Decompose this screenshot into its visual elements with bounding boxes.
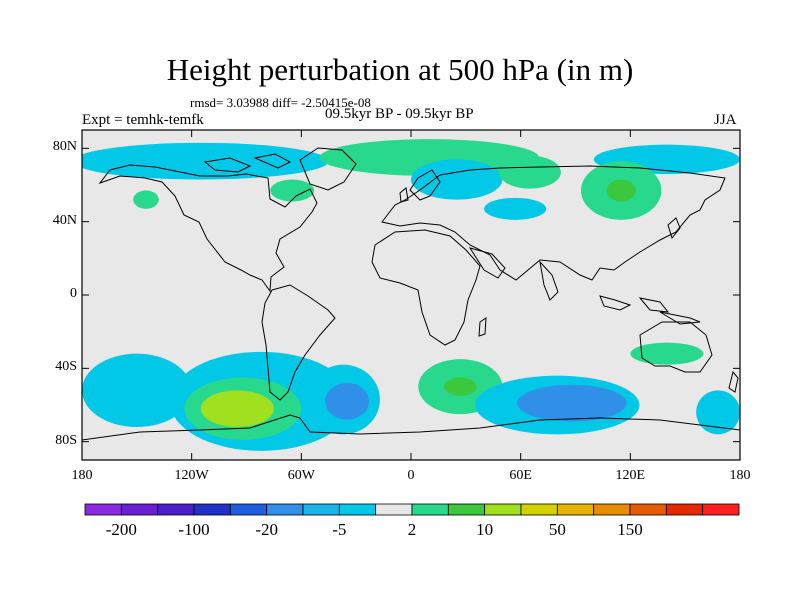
- colorbar-swatch-4: [229, 503, 268, 516]
- lon-tick-label: 60E: [509, 468, 532, 483]
- colorbar-swatch-15: [629, 503, 667, 516]
- coastline-madagascar: [478, 317, 487, 337]
- coastline-japan: [667, 217, 681, 240]
- field-contour-21: [630, 342, 704, 365]
- lon-tick-label: 120E: [615, 468, 646, 483]
- coastline-antarctica: [82, 414, 740, 441]
- lon-tick-label: 180: [71, 468, 93, 483]
- colorbar: [84, 503, 740, 516]
- coastline-arabia-india: [468, 247, 559, 301]
- coastline-new-zealand: [728, 370, 739, 393]
- colorbar-swatch-7: [338, 503, 377, 516]
- experiment-label: Expt = temhk-temfk: [82, 112, 204, 128]
- lat-tick-label: 40S: [55, 359, 77, 375]
- field-contour-20: [696, 390, 740, 435]
- field-contour-15: [325, 383, 369, 420]
- colorbar-swatch-5: [266, 503, 304, 516]
- coastline-south-america: [261, 284, 336, 401]
- colorbar-swatch-9: [411, 503, 449, 516]
- colorbar-swatch-17: [702, 503, 740, 516]
- coastline-scandinavia: [409, 169, 441, 201]
- field-contour-5: [484, 197, 547, 220]
- colorbar-swatch-12: [520, 503, 558, 516]
- lat-tick-label: 0: [70, 286, 77, 301]
- coastline-greenland: [299, 147, 357, 191]
- height-perturbation-field: [82, 139, 740, 451]
- colorbar-swatch-10: [447, 503, 486, 516]
- colorbar-label: -100: [178, 520, 210, 539]
- coastlines: [82, 147, 740, 441]
- field-contour-0: [82, 142, 329, 180]
- field-contour-8: [133, 190, 159, 209]
- colorbar-swatch-3: [193, 503, 231, 516]
- plot-title: Height perturbation at 500 hPa (in m): [166, 52, 634, 87]
- lat-tick-label: 40N: [52, 212, 77, 228]
- colorbar-label: -20: [255, 520, 278, 539]
- lon-tick-label: 0: [407, 468, 415, 483]
- colorbar-label: 150: [617, 520, 643, 539]
- coastline-indonesia: [599, 295, 701, 325]
- colorbar-swatch-16: [665, 503, 704, 516]
- colorbar-swatch-0: [84, 503, 122, 516]
- lon-tick-label: 60W: [287, 468, 315, 483]
- field-contour-4: [498, 155, 561, 189]
- lat-tick-label: 80N: [52, 139, 77, 155]
- field-contour-17: [443, 377, 477, 396]
- lat-tick-label: 80S: [55, 432, 77, 448]
- season-label: JJA: [714, 112, 737, 128]
- field-contour-9: [270, 179, 315, 202]
- colorbar-swatch-11: [484, 503, 522, 516]
- lon-tick-label: 120W: [174, 468, 209, 483]
- colorbar-label: 2: [407, 520, 417, 539]
- coastline-arctic-islands: [203, 153, 292, 173]
- lon-tick-label: 180: [729, 468, 751, 483]
- colorbar-label: -200: [105, 520, 137, 539]
- period-label: 09.5kyr BP - 09.5kyr BP: [325, 106, 474, 122]
- colorbar-swatch-2: [157, 503, 195, 516]
- coastline-british-isles: [399, 187, 409, 203]
- colorbar-swatch-13: [556, 503, 595, 516]
- colorbar-swatch-6: [302, 503, 340, 516]
- colorbar-swatch-1: [120, 503, 159, 516]
- field-contour-7: [606, 179, 636, 202]
- colorbar-swatch-14: [593, 503, 631, 516]
- coastline-eurasia: [381, 165, 726, 281]
- field-contour-13: [200, 390, 274, 427]
- coastline-africa: [371, 229, 481, 346]
- coastline-australia: [639, 321, 713, 373]
- colorbar-label: 50: [548, 520, 566, 539]
- field-contour-10: [82, 353, 192, 428]
- colorbar-label: -5: [332, 520, 347, 539]
- field-contour-19: [517, 384, 627, 422]
- colorbar-swatch-8: [375, 503, 413, 516]
- field-contour-3: [411, 159, 503, 200]
- coastline-north-america: [98, 164, 318, 293]
- rmsd-diff-stats: rmsd= 3.03988 diff= -2.50415e-08: [190, 95, 371, 110]
- colorbar-label: 10: [476, 520, 494, 539]
- axis-tick-marks: [81, 130, 741, 460]
